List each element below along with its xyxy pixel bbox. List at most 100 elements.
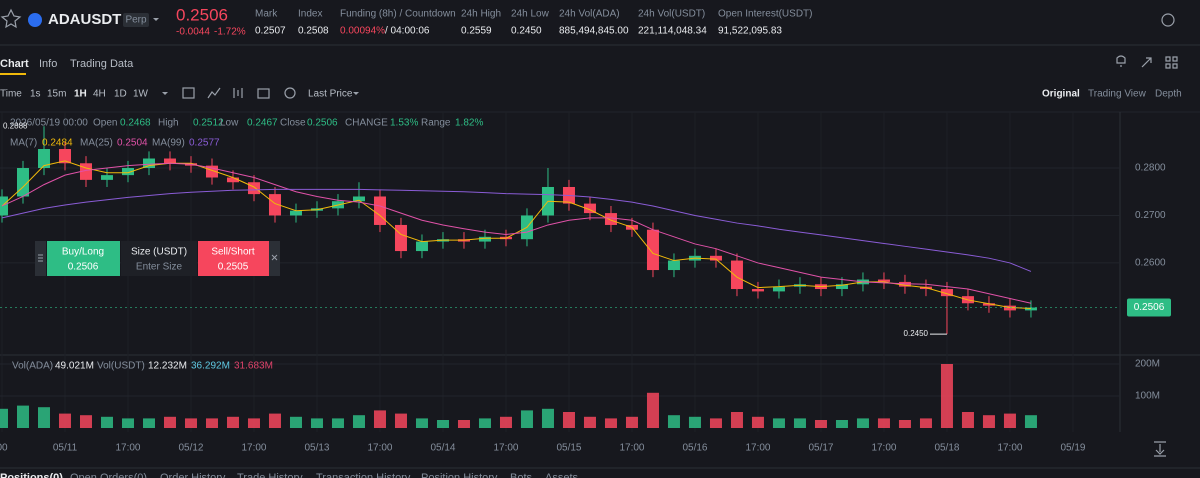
size-label: Size (USDT) (131, 247, 187, 258)
x-tick-label: 05/13 (304, 443, 329, 454)
bottom-tab[interactable]: Positions(0) (0, 472, 63, 478)
tab[interactable]: Trading Data (70, 58, 134, 70)
candle-body (835, 284, 848, 290)
stat-label: Funding (8h) / Countdown (340, 9, 456, 20)
candle-icon[interactable] (233, 88, 243, 98)
volume-bar (457, 420, 470, 428)
sell-label[interactable]: Sell/Short (211, 247, 255, 258)
size-placeholder[interactable]: Enter Size (136, 262, 183, 273)
volume-legend: 36.292M (191, 361, 230, 372)
interval[interactable]: 1H (74, 89, 87, 100)
price-type-caret[interactable] (353, 92, 359, 95)
legend-label: Open (93, 118, 117, 129)
fullscreen-icon[interactable] (1141, 57, 1152, 68)
bottom-tab[interactable]: Trade History (237, 472, 303, 478)
volume-bar (520, 410, 533, 428)
template-icon[interactable] (257, 88, 270, 99)
candle-body (772, 286, 785, 292)
volume-bar (226, 416, 239, 428)
sell-button[interactable] (198, 241, 269, 276)
candle-body (982, 303, 995, 306)
candle-body (163, 158, 176, 164)
low-marker: 0.2450 (904, 329, 929, 338)
ma-value: 0.2577 (189, 138, 220, 149)
stat-value: 0.2450 (511, 26, 542, 37)
volume-bar (856, 418, 869, 428)
layout-icon[interactable] (1165, 56, 1178, 69)
interval-caret[interactable] (162, 92, 168, 95)
candle-body (58, 149, 71, 164)
volume-bar (16, 405, 29, 428)
bottom-tab[interactable]: Bots (510, 472, 533, 478)
stat-extra: / 04:00:06 (385, 26, 430, 37)
legend-label: High (158, 118, 179, 129)
last-price: 0.2506 (176, 5, 228, 24)
volume-bar (436, 420, 449, 428)
x-tick-label: 05/18 (934, 443, 959, 454)
symbol-caret[interactable] (153, 18, 159, 21)
view[interactable]: Trading View (1088, 89, 1147, 100)
volume-bar (205, 418, 218, 428)
view[interactable]: Depth (1155, 89, 1182, 100)
view[interactable]: Original (1042, 89, 1080, 100)
symbol[interactable]: ADAUSDT (48, 11, 121, 28)
volume-bar (667, 415, 680, 428)
volume-bar (247, 418, 260, 428)
price-type[interactable]: Last Price (308, 89, 353, 100)
volume-bar (352, 415, 365, 428)
indicator-icon[interactable] (182, 87, 195, 99)
bottom-tab[interactable]: Transaction History (316, 472, 411, 478)
x-tick-label: 05/12 (178, 443, 203, 454)
x-tick-label: 17:00 (241, 443, 266, 454)
tab[interactable]: Info (39, 58, 57, 70)
volume-bar (289, 416, 302, 428)
stat-value: 0.2507 (255, 26, 286, 37)
interval[interactable]: Time (0, 89, 22, 100)
interval[interactable]: 1D (114, 89, 127, 100)
volume-bar (79, 415, 92, 428)
stat-label: Index (298, 9, 322, 20)
snapshot-icon[interactable] (284, 87, 296, 99)
buy-button[interactable] (47, 241, 120, 276)
candle-body (709, 255, 722, 261)
size-input[interactable] (121, 241, 197, 276)
ma-value: 0.2484 (42, 138, 73, 149)
candle-body (415, 241, 428, 252)
legend-label: Close (280, 118, 306, 129)
bottom-tab[interactable]: Position History (421, 472, 498, 478)
settings-icon[interactable] (1161, 13, 1175, 27)
ma-name: MA(25) (80, 138, 113, 149)
interval[interactable]: 1W (133, 89, 149, 100)
sell-price[interactable]: 0.2505 (218, 262, 249, 273)
candle-body (604, 213, 617, 225)
chart-type-icon[interactable] (207, 87, 221, 99)
volume-bar (100, 416, 113, 428)
interval[interactable]: 1s (30, 89, 41, 100)
alert-icon[interactable] (1116, 55, 1126, 67)
volume-legend: 49.021M (55, 361, 94, 372)
widget-grip-icon[interactable] (38, 254, 43, 262)
scroll-end-icon[interactable] (1154, 441, 1166, 457)
volume-bar (625, 416, 638, 428)
x-tick-label: 17:00 (745, 443, 770, 454)
candle-body (121, 168, 134, 176)
stat-value: 0.00094% (340, 26, 385, 37)
bottom-tab[interactable]: Assets (545, 472, 579, 478)
volume-bar (751, 416, 764, 428)
widget-close-bg[interactable] (269, 241, 280, 276)
interval[interactable]: 15m (47, 89, 66, 100)
interval[interactable]: 4H (93, 89, 106, 100)
volume-bar (415, 418, 428, 428)
favorite-icon[interactable] (0, 8, 22, 29)
bottom-tab[interactable]: Open Orders(0) (70, 472, 147, 478)
tab[interactable]: Chart (0, 58, 29, 70)
buy-label[interactable]: Buy/Long (62, 247, 104, 258)
bottom-tab[interactable]: Order History (160, 472, 226, 478)
volume-bar (478, 418, 491, 428)
ma-name: MA(99) (152, 138, 185, 149)
buy-price[interactable]: 0.2506 (68, 262, 99, 273)
candle-body (751, 289, 764, 292)
volume-bar (835, 420, 848, 428)
candle-body (940, 289, 953, 297)
widget-close-icon[interactable] (271, 254, 278, 261)
